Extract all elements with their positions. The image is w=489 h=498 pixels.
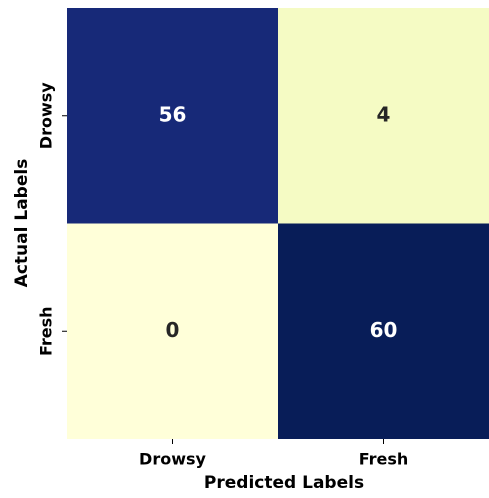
cell-label: 60 [370,318,398,342]
heatmap-cell [67,223,278,439]
cell-label: 4 [377,102,391,126]
y-tick-label: Drowsy [37,82,56,149]
y-axis-label: Actual Labels [12,159,32,288]
heatmap-cell [67,8,278,224]
x-tick-label: Fresh [359,450,409,469]
heatmap-cell [278,8,489,224]
heatmap-cell [278,223,489,439]
x-axis-label: Predicted Labels [204,473,364,493]
cell-label: 56 [159,102,187,126]
x-tick-label: Drowsy [139,450,206,469]
y-tick-label: Fresh [37,306,56,356]
cell-label: 0 [166,318,180,342]
